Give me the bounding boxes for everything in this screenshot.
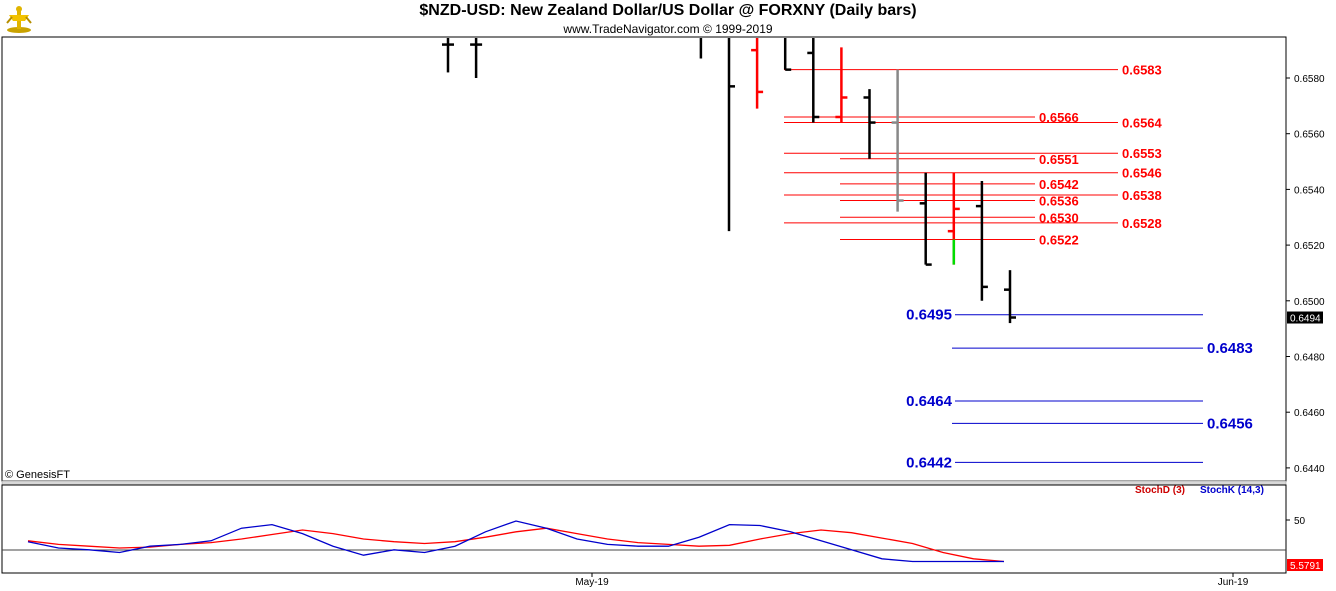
- resistance-label: 0.6528: [1122, 216, 1162, 231]
- stochastic-axis-label: 50: [1294, 516, 1306, 527]
- support-label: 0.6464: [906, 393, 953, 410]
- support-label: 0.6495: [906, 307, 952, 324]
- x-axis: May-19 Jun-19: [575, 573, 1249, 588]
- gold-trophy-icon: [3, 3, 35, 35]
- x-axis-label: Jun-19: [1218, 577, 1249, 588]
- chart-header: $NZD-USD: New Zealand Dollar/US Dollar @…: [0, 0, 1336, 36]
- last-price-box: [1287, 311, 1323, 324]
- resistance-label: 0.6553: [1122, 146, 1162, 161]
- resistance-label: 0.6583: [1122, 63, 1162, 78]
- levels-layer: 0.6583 0.6566 0.6564 0.6553 0.6551 0.6546 0.65…: [784, 63, 1253, 471]
- resistance-label: 0.6551: [1039, 152, 1079, 167]
- price-axis-label: 0.6580: [1294, 74, 1325, 85]
- legend-stochd: StochD (3): [1135, 485, 1185, 496]
- resistance-label: 0.6530: [1039, 210, 1079, 225]
- resistance-label: 0.6566: [1039, 110, 1079, 125]
- resistance-label: 0.6536: [1039, 194, 1079, 209]
- support-label: 0.6442: [906, 454, 952, 471]
- chart-title: $NZD-USD: New Zealand Dollar/US Dollar @…: [419, 2, 917, 19]
- panel-divider[interactable]: [1, 480, 1287, 486]
- stochastic-last-box: [1287, 559, 1323, 571]
- resistance-label: 0.6546: [1122, 166, 1162, 181]
- resistance-label: 0.6564: [1122, 116, 1163, 131]
- chart-subtitle: www.TradeNavigator.com © 1999-2019: [563, 22, 773, 36]
- stochk-line: [27, 520, 1004, 563]
- support-label: 0.6483: [1207, 340, 1253, 357]
- resistance-label: 0.6542: [1039, 177, 1079, 192]
- resistance-label: 0.6522: [1039, 233, 1079, 248]
- price-panel: [1, 36, 1287, 482]
- price-bars: [442, 38, 1016, 324]
- stochastic-last-value: 5.5791: [1290, 561, 1321, 572]
- price-axis-label: 0.6540: [1294, 185, 1325, 196]
- last-price-label: 0.6494: [1290, 314, 1321, 325]
- price-axis-label: 0.6500: [1294, 297, 1325, 308]
- stochastic-panel: [1, 484, 1287, 574]
- price-axis-label: 0.6560: [1294, 130, 1325, 141]
- genesisft-watermark: © GenesisFT: [5, 469, 70, 481]
- price-axis-label: 0.6480: [1294, 353, 1325, 364]
- resistance-label: 0.6538: [1122, 188, 1162, 203]
- price-axis: 0.6580 0.6560 0.6540 0.6520 0.6500 0.6480 0.64…: [1286, 74, 1325, 475]
- price-axis-label: 0.6520: [1294, 241, 1325, 252]
- price-axis-label: 0.6460: [1294, 408, 1325, 419]
- support-label: 0.6456: [1207, 415, 1253, 432]
- x-axis-label: May-19: [575, 577, 609, 588]
- price-axis-label: 0.6440: [1294, 464, 1325, 475]
- legend-stochk: StochK (14,3): [1200, 485, 1264, 496]
- stochastic-lines: 50: [27, 516, 1323, 571]
